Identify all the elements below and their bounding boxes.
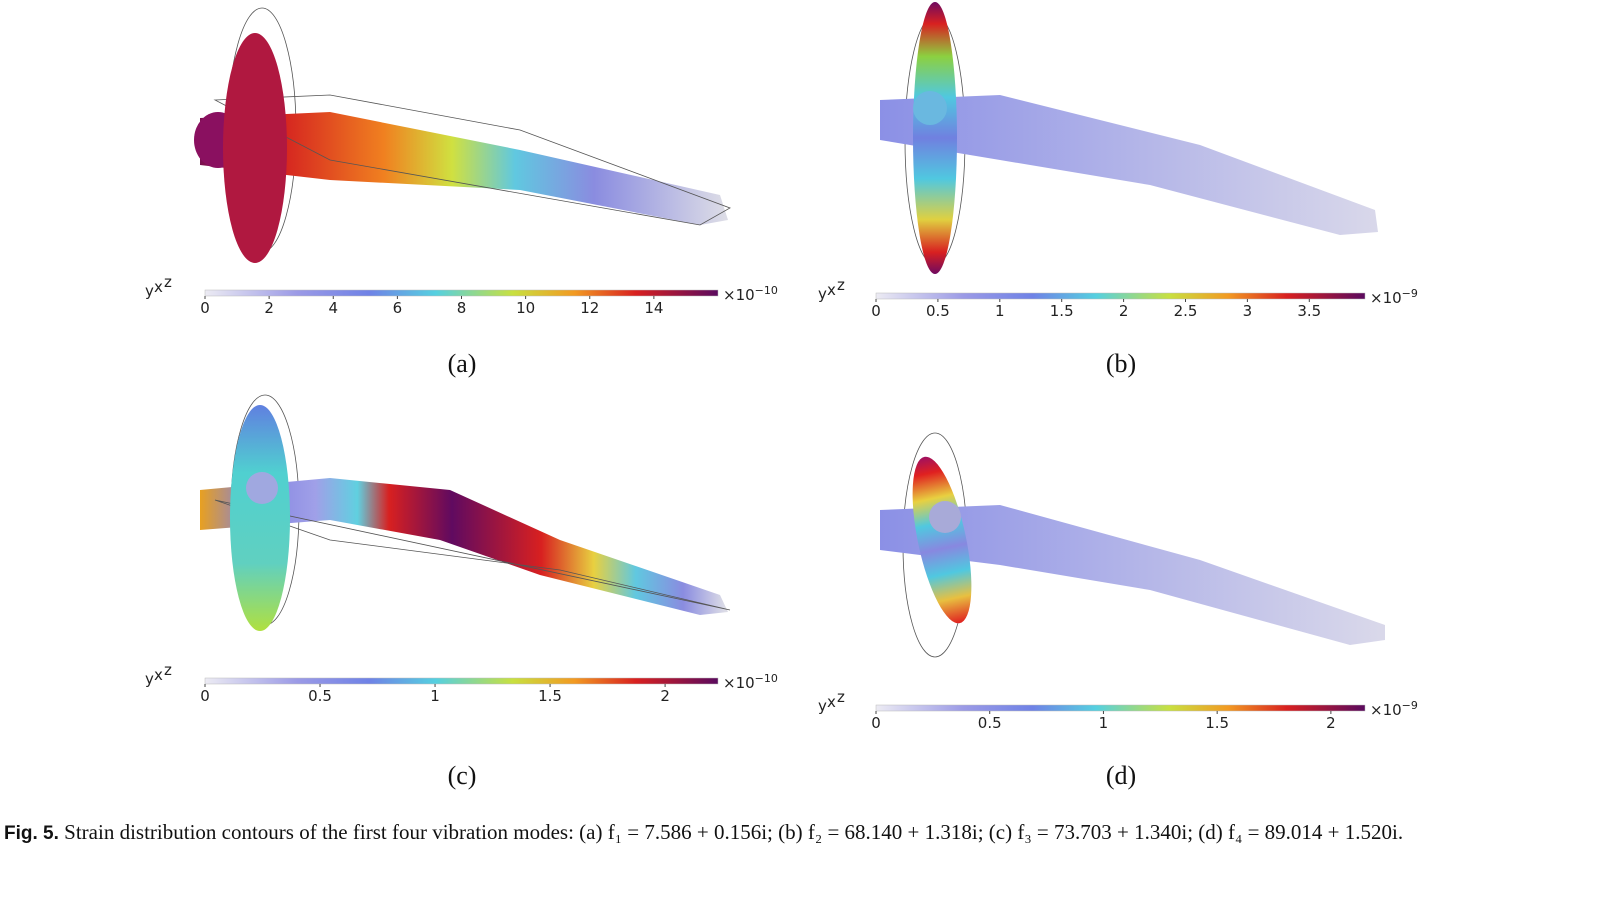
colorbar-tick-label: 2 — [264, 299, 274, 317]
panel-label: (d) — [1106, 761, 1136, 790]
axis-triad-label: z — [837, 276, 845, 294]
multiplier-base: ×10 — [723, 286, 755, 304]
colorbar — [204, 677, 719, 685]
colorbar-tick-label: 4 — [328, 299, 338, 317]
multiplier-exponent: −9 — [1402, 699, 1418, 712]
colorbar — [875, 704, 1366, 712]
colorbar-tick-label: 1.5 — [538, 687, 562, 705]
colorbar-tick-label: 0.5 — [978, 714, 1002, 732]
colorbar-tick-label: 0 — [871, 714, 881, 732]
caption-text: Strain distribution contours of the firs… — [64, 820, 1404, 844]
panel-label: (b) — [1106, 349, 1136, 378]
colorbar-tick-label: 2 — [1326, 714, 1336, 732]
colorbar-multiplier: ×10−9 — [1370, 699, 1418, 719]
axis-triad-label: y — [145, 282, 154, 300]
colorbar-multiplier: ×10−10 — [723, 284, 778, 304]
colorbar-tick-label: 2 — [1119, 302, 1129, 320]
axis-triad-label: x — [154, 666, 163, 684]
colorbar-tick-label: 10 — [516, 299, 535, 317]
panel-label: (a) — [448, 349, 477, 378]
colorbar-tick-label: 0.5 — [926, 302, 950, 320]
colorbar-tick-label: 0 — [200, 299, 210, 317]
axis-triad-label: x — [154, 278, 163, 296]
colorbar-tick-label: 3.5 — [1297, 302, 1321, 320]
figure: (a)0 2 4 6 8 10 12 14×10−10y x z(b)0 0.5 1 1.5 2 2.5 3 3… — [145, 2, 1418, 790]
colorbar-multiplier: ×10−9 — [1370, 287, 1418, 307]
axis-triad-label: y — [818, 697, 827, 715]
colorbar — [875, 292, 1366, 300]
colorbar-tick-label: 0.5 — [308, 687, 332, 705]
colorbar-tick-label: 1 — [1099, 714, 1109, 732]
axis-triad-label: y — [145, 670, 154, 688]
colorbar-tick-label: 2 — [660, 687, 670, 705]
axis-triad-label: y — [818, 285, 827, 303]
colorbar-tick-label: 14 — [644, 299, 663, 317]
multiplier-base: ×10 — [1370, 289, 1402, 307]
colorbar-tick-label: 2.5 — [1174, 302, 1198, 320]
colorbar-tick-label: 1 — [430, 687, 440, 705]
panel-label: (c) — [448, 761, 477, 790]
render-c — [200, 394, 731, 631]
caption: Fig. 5. Strain distribution contours of … — [4, 818, 1594, 848]
axis-triad-label: z — [164, 661, 172, 679]
axis-triad-label: z — [837, 688, 845, 706]
multiplier-exponent: −10 — [755, 672, 778, 685]
multiplier-base: ×10 — [723, 674, 755, 692]
render-b — [880, 2, 1378, 274]
colorbar-tick-label: 12 — [580, 299, 599, 317]
axis-triad-label: z — [164, 273, 172, 291]
render-a — [194, 7, 731, 263]
multiplier-base: ×10 — [1370, 701, 1402, 719]
colorbar-tick-label: 3 — [1243, 302, 1253, 320]
colorbar-multiplier: ×10−10 — [723, 672, 778, 692]
axis-triad-label: x — [827, 281, 836, 299]
colorbar-tick-label: 1.5 — [1205, 714, 1229, 732]
colorbar-tick-label: 1 — [995, 302, 1005, 320]
colorbar-tick-label: 0 — [871, 302, 881, 320]
colorbar-tick-label: 8 — [457, 299, 467, 317]
multiplier-exponent: −10 — [755, 284, 778, 297]
colorbar — [204, 289, 719, 297]
colorbar-tick-label: 6 — [393, 299, 403, 317]
render-d — [880, 432, 1385, 658]
axis-triad-label: x — [827, 693, 836, 711]
colorbar-tick-label: 1.5 — [1050, 302, 1074, 320]
multiplier-exponent: −9 — [1402, 287, 1418, 300]
colorbar-tick-label: 0 — [200, 687, 210, 705]
caption-label: Fig. 5. — [4, 823, 59, 844]
